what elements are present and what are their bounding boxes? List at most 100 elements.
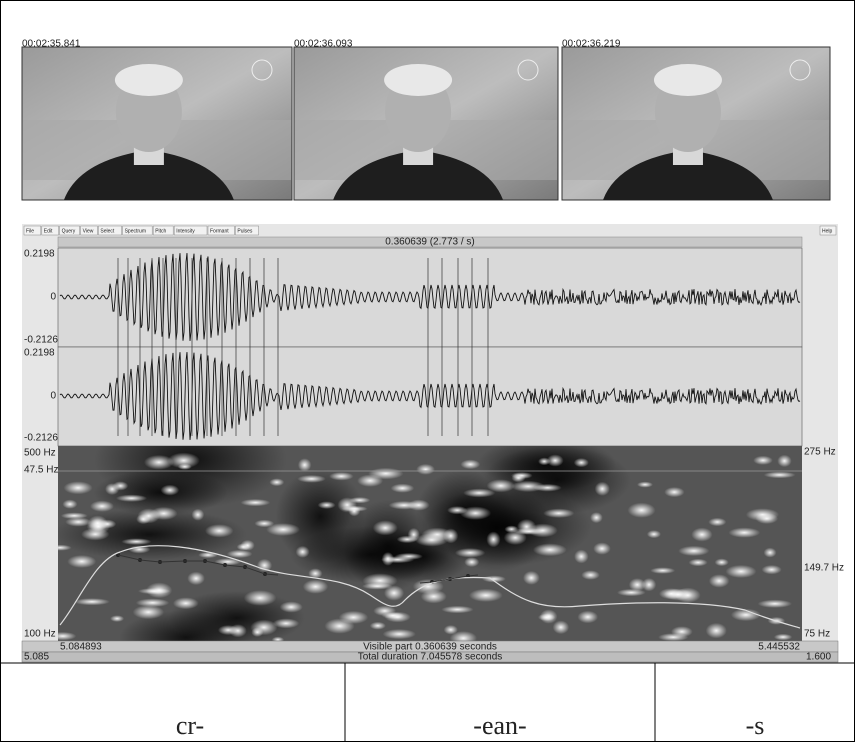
energy-spot — [595, 482, 610, 496]
energy-spot — [266, 523, 300, 536]
menu-item[interactable]: Select — [100, 228, 115, 234]
energy-spot — [637, 482, 653, 488]
energy-spot — [513, 528, 545, 535]
menu-item[interactable]: Pitch — [155, 228, 166, 234]
energy-spot — [205, 524, 233, 537]
selection-duration: 0.360639 (2.773 / s) — [385, 237, 475, 248]
amplitude-zero: 0 — [50, 391, 56, 402]
freq-cursor: 47.5 Hz — [24, 465, 58, 476]
energy-spot — [628, 503, 656, 518]
menu-item[interactable]: Spectrum — [125, 228, 146, 234]
energy-spot — [691, 528, 712, 542]
pitch-min: 75 Hz — [804, 629, 830, 640]
amplitude-max: 0.2198 — [24, 249, 55, 260]
energy-spot — [395, 553, 423, 560]
freq-min: 100 Hz — [24, 629, 56, 640]
energy-spot — [389, 501, 420, 510]
energy-spot — [486, 531, 500, 547]
energy-spot — [416, 464, 435, 475]
figure: 00:02:35.841 00:02:36.093 00:02:36.219 Fil… — [0, 0, 855, 742]
energy-spot — [689, 559, 708, 567]
energy-spot — [173, 597, 199, 609]
energy-spot — [511, 481, 545, 492]
energy-spot — [150, 507, 177, 520]
energy-spot — [678, 546, 709, 556]
energy-spot — [642, 578, 656, 591]
energy-spot — [329, 472, 353, 480]
energy-spot — [357, 474, 383, 486]
energy-spot — [715, 558, 729, 566]
freq-max: 500 Hz — [24, 448, 56, 459]
energy-spot — [144, 455, 174, 470]
dark-region — [275, 469, 365, 565]
energy-spot — [62, 500, 77, 509]
table-cell: -ean- — [473, 711, 526, 740]
energy-spot — [764, 548, 777, 558]
energy-spot — [460, 460, 480, 470]
energy-spot — [671, 626, 693, 637]
energy-spot — [764, 472, 796, 479]
speaker-hair — [115, 64, 183, 96]
energy-spot — [581, 570, 599, 580]
energy-spot — [240, 499, 270, 506]
energy-spot — [590, 512, 603, 523]
energy-spot — [728, 528, 760, 538]
energy-spot — [762, 565, 782, 574]
energy-spot — [161, 485, 180, 496]
energy-spot — [244, 590, 277, 606]
energy-spot — [187, 572, 205, 585]
menu-item[interactable]: File — [26, 228, 34, 234]
menu-item[interactable]: Help — [822, 228, 833, 234]
energy-spot — [753, 456, 773, 465]
energy-spot — [110, 615, 124, 622]
energy-spot — [617, 589, 646, 596]
energy-spot — [64, 481, 93, 494]
menu-item[interactable]: Edit — [44, 228, 53, 234]
energy-spot — [391, 484, 415, 493]
energy-spot — [574, 458, 589, 467]
menu-item[interactable]: View — [83, 228, 94, 234]
pitch-max: 275 Hz — [804, 447, 836, 458]
energy-spot — [383, 629, 416, 639]
total-duration: Total duration 7.045578 seconds — [358, 652, 503, 663]
energy-spot — [469, 589, 503, 602]
speaker-hair — [654, 64, 722, 96]
menu-item[interactable]: Formant — [210, 228, 229, 234]
energy-spot — [90, 501, 114, 512]
menu-item[interactable]: Pulses — [237, 228, 253, 234]
visible-end: 5.445532 — [758, 642, 800, 653]
energy-spot — [726, 565, 757, 578]
menu-item[interactable]: Intensity — [176, 228, 195, 234]
energy-spot — [706, 623, 727, 638]
energy-spot — [382, 552, 394, 566]
energy-spot — [67, 555, 96, 568]
dark-region — [421, 487, 592, 566]
table-cell: cr- — [176, 711, 204, 740]
table-cell: -s — [746, 711, 765, 740]
energy-spot — [444, 625, 458, 635]
energy-spot — [303, 580, 328, 594]
energy-spot — [198, 552, 218, 558]
spectrogram — [49, 410, 802, 664]
timestamp: 00:02:36.219 — [562, 39, 621, 50]
energy-spot — [538, 614, 555, 621]
energy-spot — [382, 612, 405, 619]
energy-spot — [397, 536, 418, 543]
energy-spot — [758, 600, 792, 608]
energy-spot — [578, 611, 599, 624]
video-frames: 00:02:35.841 00:02:36.093 00:02:36.219 — [22, 39, 830, 200]
energy-spot — [422, 528, 453, 542]
energy-spot — [280, 601, 303, 612]
energy-spot — [708, 518, 726, 526]
energy-spot — [650, 567, 675, 574]
energy-spot — [133, 605, 164, 619]
menu-item[interactable]: Query — [62, 228, 76, 234]
energy-spot — [746, 508, 779, 521]
timestamp: 00:02:36.093 — [294, 39, 353, 50]
timestamp: 00:02:35.841 — [22, 39, 81, 50]
energy-spot — [250, 620, 277, 636]
energy-spot — [218, 625, 239, 635]
energy-spot — [543, 509, 574, 518]
energy-spot — [777, 455, 791, 467]
energy-spot — [370, 622, 386, 630]
